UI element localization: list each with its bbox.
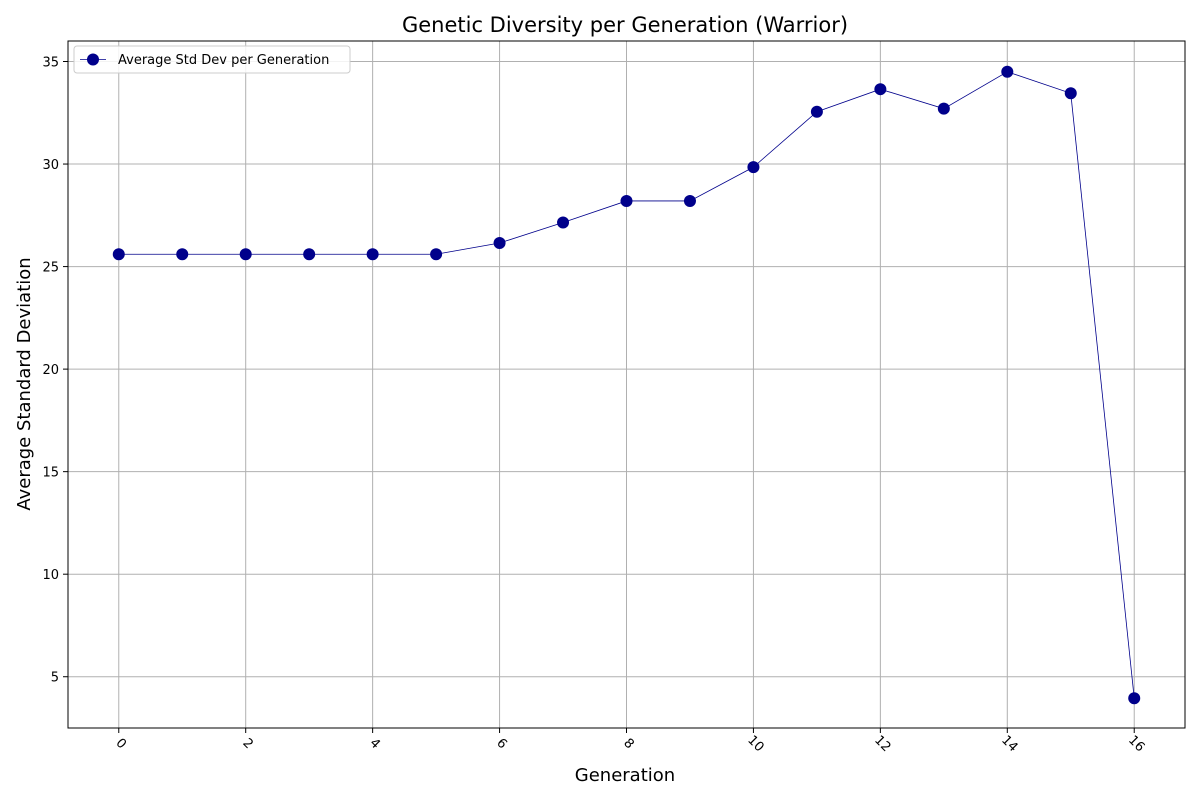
data-point bbox=[366, 248, 379, 261]
x-tick-label: 12 bbox=[871, 733, 893, 755]
legend-label: Average Std Dev per Generation bbox=[118, 53, 329, 68]
x-tick-label: 2 bbox=[239, 736, 255, 752]
x-tick-label: 16 bbox=[1125, 733, 1147, 755]
ticks: 0 2 4 6 8 10 12 14 16 5 10 15 20 25 30 35 bbox=[42, 56, 1147, 756]
data-point bbox=[620, 194, 633, 207]
x-tick-label: 0 bbox=[113, 736, 129, 752]
data-point bbox=[176, 248, 189, 261]
data-point bbox=[1128, 692, 1141, 705]
legend: Average Std Dev per Generation bbox=[73, 45, 351, 74]
x-tick-label: 8 bbox=[620, 736, 636, 752]
x-tick-label: 6 bbox=[493, 736, 509, 752]
data-point bbox=[683, 194, 696, 207]
grid-lines bbox=[68, 41, 1185, 728]
y-axis-label: Average Standard Deviation bbox=[14, 257, 35, 510]
data-point bbox=[430, 248, 443, 261]
x-tick-label: 10 bbox=[744, 733, 766, 755]
data-point bbox=[557, 216, 570, 229]
y-tick-label: 25 bbox=[42, 261, 59, 276]
y-tick-label: 30 bbox=[42, 158, 59, 173]
x-tick-label: 4 bbox=[366, 736, 382, 752]
y-tick-label: 10 bbox=[42, 568, 59, 583]
data-point bbox=[1064, 87, 1077, 100]
data-point bbox=[747, 161, 760, 174]
data-point bbox=[874, 83, 887, 96]
x-tick-label: 14 bbox=[998, 733, 1020, 755]
series-layer bbox=[112, 65, 1141, 705]
data-point bbox=[239, 248, 252, 261]
data-point bbox=[112, 248, 125, 261]
data-point bbox=[937, 102, 950, 115]
data-point bbox=[1001, 65, 1014, 78]
y-tick-label: 5 bbox=[51, 671, 59, 686]
y-tick-label: 35 bbox=[42, 56, 59, 71]
legend-marker-swatch bbox=[87, 53, 99, 66]
y-tick-label: 20 bbox=[42, 363, 59, 378]
data-point bbox=[810, 105, 823, 118]
legend-frame bbox=[73, 45, 351, 74]
data-point bbox=[493, 236, 506, 249]
x-axis-label: Generation bbox=[575, 765, 675, 786]
y-tick-label: 15 bbox=[42, 466, 59, 481]
chart-title: Genetic Diversity per Generation (Warrio… bbox=[402, 13, 848, 37]
data-point bbox=[303, 248, 316, 261]
